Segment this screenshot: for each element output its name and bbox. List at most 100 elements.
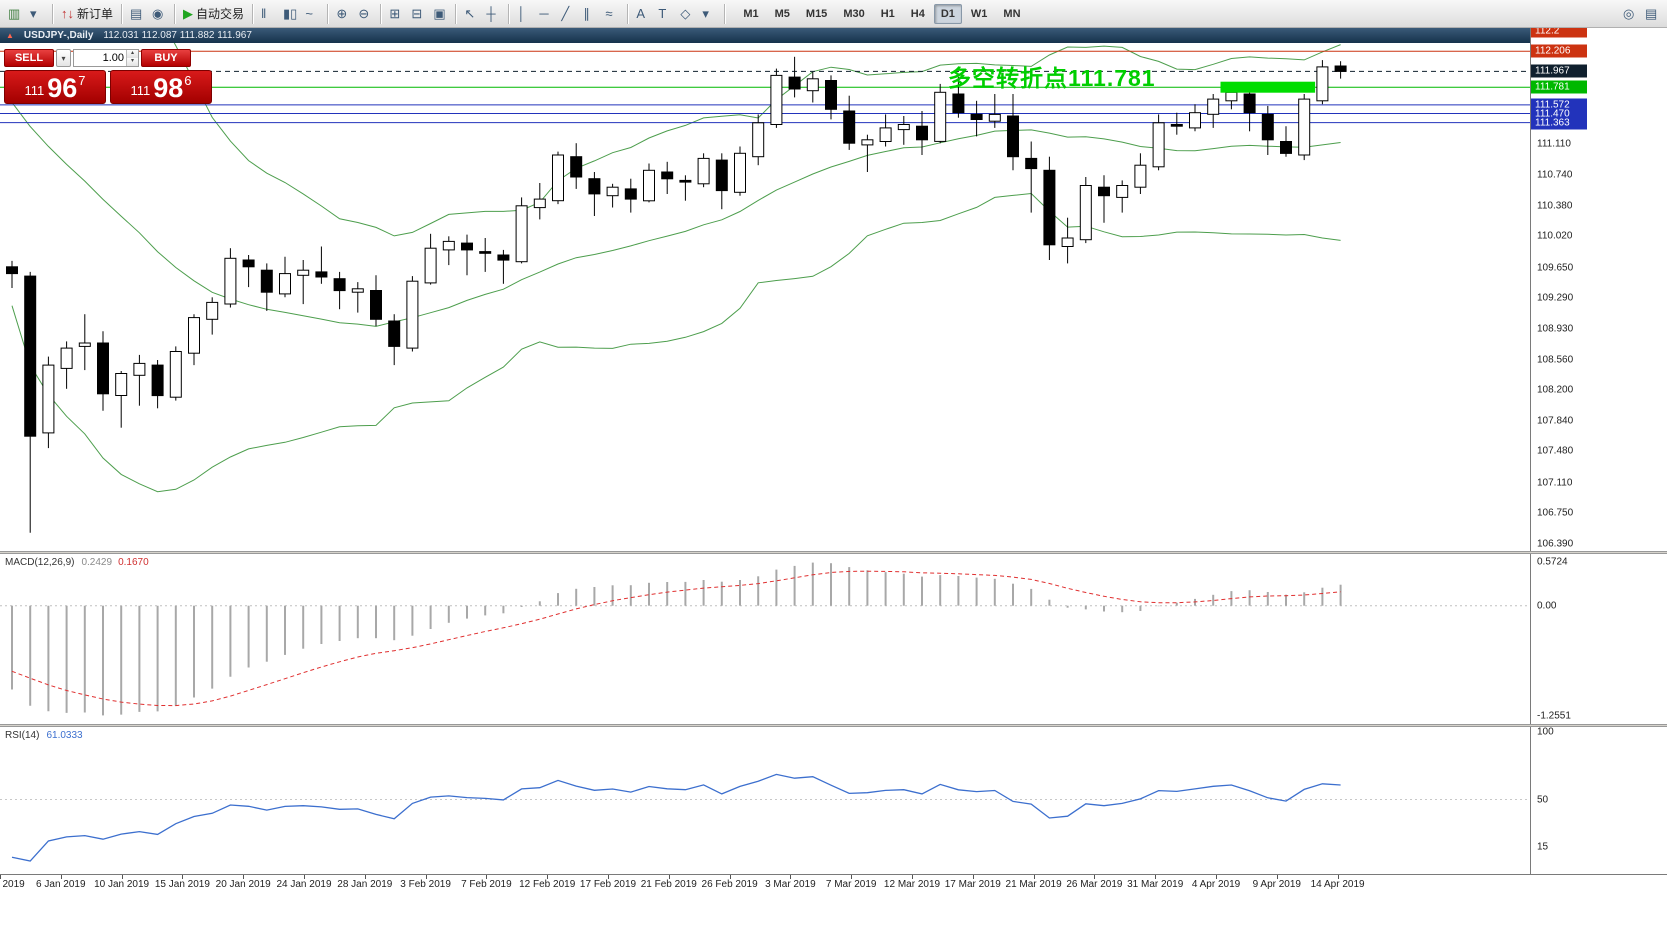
price-tick: 110.020 (1537, 230, 1573, 242)
buy-price-button[interactable]: 111 98 6 (110, 70, 212, 104)
timeframe-h1-button[interactable]: H1 (874, 4, 902, 24)
timeframe-m1-button[interactable]: M1 (736, 4, 765, 24)
price-tick: 107.480 (1537, 445, 1574, 457)
bar-chart-icon-glyph: ‖ (261, 6, 267, 21)
volume-down-button[interactable]: ▾ (127, 58, 138, 66)
zoom-in-icon-glyph: ⊕ (336, 6, 348, 21)
sell-price-button[interactable]: 111 96 7 (4, 70, 106, 104)
candlestick-chart[interactable] (0, 43, 1530, 551)
macd-scale-label: 0.5724 (1537, 556, 1568, 568)
vertical-line-icon-glyph: │ (517, 6, 526, 21)
crosshair-icon[interactable]: ┼ (482, 3, 504, 25)
price-tick: 110.740 (1537, 169, 1573, 181)
rsi-title: RSI(14) (5, 730, 40, 741)
highlight-rect[interactable] (1220, 81, 1316, 93)
refresh-icon[interactable]: ◉ (148, 3, 170, 25)
panel-splitter[interactable] (0, 724, 1667, 727)
vertical-line-icon[interactable]: │ (513, 3, 535, 25)
timeframe-mn-button[interactable]: MN (996, 4, 1027, 24)
volume-up-button[interactable]: ▴ (127, 50, 138, 58)
rsi-panel[interactable]: RSI(14) 61.0333 (0, 727, 1530, 874)
timeframe-m15-button[interactable]: M15 (799, 4, 834, 24)
crosshair-icon-glyph: ┼ (486, 6, 496, 21)
price-tick: 110.380 (1537, 200, 1573, 212)
candlestick-icon[interactable]: ▮▯ (279, 3, 301, 25)
sell-button[interactable]: SELL (4, 49, 54, 67)
search-icon[interactable]: ◎ (1619, 3, 1641, 25)
trendline-icon[interactable]: ╱ (557, 3, 579, 25)
new-order-button-glyph: ↑↓ (61, 6, 74, 21)
buy-button[interactable]: BUY (141, 49, 191, 67)
price-tick: 107.110 (1537, 477, 1573, 489)
bid-point: 7 (78, 73, 86, 88)
time-label: 10 Jan 2019 (94, 879, 150, 890)
chart-windows-icon[interactable]: ▤ (1641, 3, 1663, 25)
macd-panel[interactable]: MACD(12,26,9) 0.2429 0.1670 (0, 554, 1530, 724)
chart-ohlc: 112.031 112.087 111.882 111.967 (103, 30, 252, 41)
arrange-icon[interactable]: ▣ (429, 3, 451, 25)
timeframe-w1-button[interactable]: W1 (964, 4, 995, 24)
horizontal-line-icon[interactable]: ─ (535, 3, 557, 25)
shapes-dropdown-icon[interactable]: ▾ (698, 3, 720, 25)
window-bottom-blank (0, 892, 1667, 952)
time-label: 21 Mar 2019 (1005, 879, 1062, 890)
tile-windows-icon[interactable]: ⊞ (385, 3, 407, 25)
time-label: 17 Feb 2019 (579, 879, 637, 890)
price-tag[interactable]: 111.967 (1531, 64, 1587, 78)
text-icon[interactable]: A (632, 3, 654, 25)
macd-chart[interactable] (0, 554, 1530, 724)
bid-prefix: 111 (24, 83, 45, 99)
shapes-icon[interactable]: ◇ (676, 3, 698, 25)
channel-icon[interactable]: ∥ (579, 3, 601, 25)
toolbar: ▥ ▾ ↑↓ 新订单 ▤ ◉ ▶ 自动交易 ‖ ▮▯ ~ ⊕ ⊖ ⊞ ⊟ ▣ ↖ ┼ │ ─ ╱ ∥ ≈ A T ◇ ▾ M1 M5 M… (0, 0, 1667, 28)
time-tick (1276, 875, 1278, 879)
annotation-text[interactable]: 多空转折点111.781 (948, 65, 1156, 91)
time-label: 6 Jan 2019 (36, 879, 86, 890)
price-tick: 106.750 (1537, 507, 1574, 519)
toolbar-separator (327, 3, 329, 24)
price-tag[interactable]: 111.363 (1531, 116, 1587, 130)
timeframe-h4-button[interactable]: H4 (904, 4, 932, 24)
autotrade-button[interactable]: ▶ 自动交易 (179, 3, 248, 25)
candlestick-icon-glyph: ▮▯ (283, 6, 298, 21)
ask-prefix: 111 (130, 83, 151, 99)
price-tag[interactable]: 112.206 (1531, 44, 1587, 58)
macd-signal-value: 0.1670 (118, 557, 149, 568)
trade-panel-controls: SELL ▾ ▴ ▾ BUY (4, 49, 216, 67)
price-tick: 109.290 (1537, 292, 1574, 304)
time-tick (121, 875, 123, 879)
zoom-out-icon[interactable]: ⊖ (354, 3, 376, 25)
time-label: 3 Mar 2019 (765, 879, 816, 890)
toolbar-separator (174, 3, 176, 24)
volume-input[interactable] (74, 50, 126, 66)
time-tick (729, 875, 731, 879)
profiles-icon-glyph: ▤ (130, 6, 143, 21)
rsi-chart[interactable] (0, 727, 1530, 874)
bar-chart-icon[interactable]: ‖ (257, 3, 279, 25)
new-chart-icon[interactable]: ▥ (4, 3, 26, 25)
cascade-windows-icon[interactable]: ⊟ (407, 3, 429, 25)
time-axis[interactable]: 2 Jan 2019 6 Jan 2019 10 Jan 2019 15 Jan 20… (0, 874, 1667, 892)
new-order-button[interactable]: ↑↓ 新订单 (57, 3, 117, 25)
zoom-in-icon[interactable]: ⊕ (332, 3, 354, 25)
price-scale[interactable]: 111.110 110.740 110.380 110.020 109.650 109.2… (1530, 24, 1667, 892)
macd-title: MACD(12,26,9) (5, 557, 75, 568)
line-chart-icon[interactable]: ~ (301, 3, 323, 25)
timeframe-m5-button[interactable]: M5 (768, 4, 797, 24)
timeframe-m30-button[interactable]: M30 (836, 4, 871, 24)
order-type-dropdown[interactable]: ▾ (56, 49, 71, 67)
price-tag[interactable]: 111.781 (1531, 80, 1587, 94)
panel-splitter[interactable] (0, 551, 1667, 554)
time-tick (1033, 875, 1035, 879)
time-tick (1155, 875, 1157, 879)
new-chart-dropdown-icon[interactable]: ▾ (26, 3, 48, 25)
fibonacci-icon[interactable]: ≈ (601, 3, 623, 25)
profiles-icon[interactable]: ▤ (126, 3, 148, 25)
text-label-icon[interactable]: T (654, 3, 676, 25)
trendline-icon-glyph: ╱ (561, 6, 570, 21)
main-chart[interactable]: 多空转折点111.781 SELL ▾ ▴ ▾ BUY 111 96 (0, 43, 1530, 551)
timeframe-d1-button[interactable]: D1 (933, 3, 962, 24)
candles (6, 56, 1347, 533)
cursor-icon[interactable]: ↖ (460, 3, 482, 25)
